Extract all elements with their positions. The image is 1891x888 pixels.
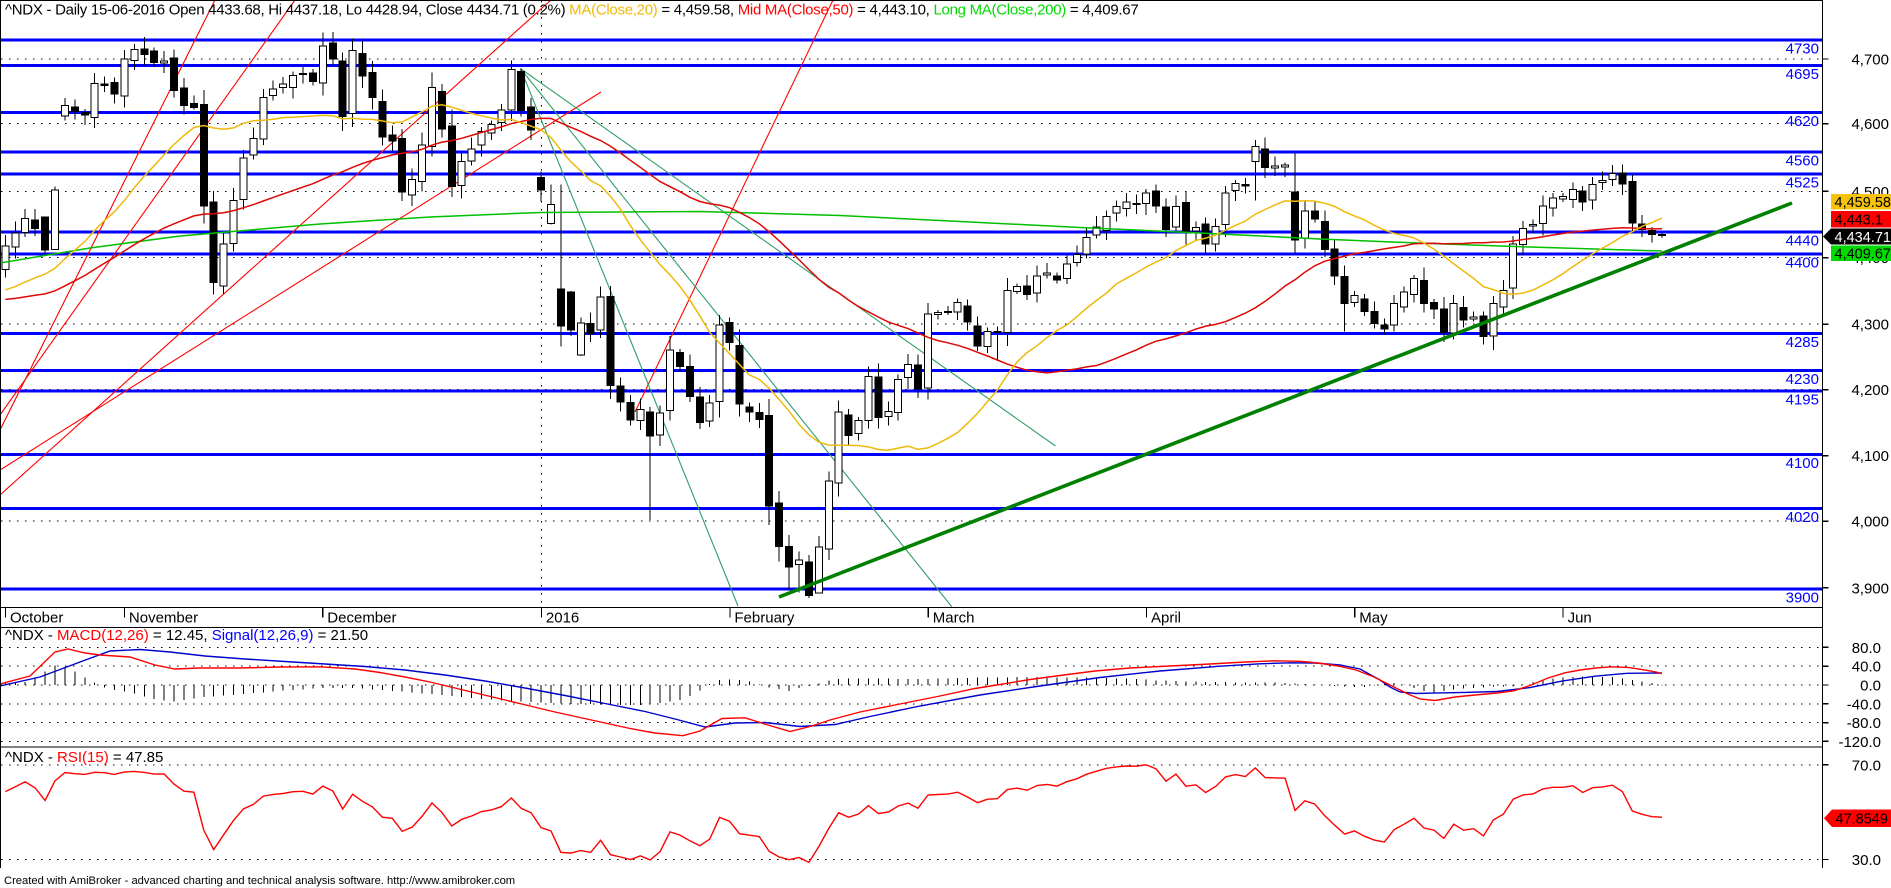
svg-text:-40.0: -40.0	[1847, 696, 1881, 713]
svg-text:4,443.1: 4,443.1	[1835, 213, 1883, 229]
svg-text:4195: 4195	[1786, 392, 1819, 409]
svg-text:April: April	[1151, 610, 1181, 627]
svg-text:4020: 4020	[1786, 509, 1819, 526]
svg-text:4,000: 4,000	[1851, 514, 1889, 531]
svg-text:December: December	[327, 610, 396, 627]
svg-text:4,100: 4,100	[1851, 448, 1889, 465]
svg-text:3,900: 3,900	[1851, 580, 1889, 597]
svg-text:4440: 4440	[1786, 232, 1819, 249]
svg-text:4,300: 4,300	[1851, 317, 1889, 334]
svg-text:30.0: 30.0	[1852, 852, 1881, 869]
svg-text:^NDX - RSI(15) = 47.85: ^NDX - RSI(15) = 47.85	[5, 749, 163, 766]
svg-text:4525: 4525	[1786, 174, 1819, 191]
svg-text:4695: 4695	[1786, 66, 1819, 83]
svg-text:4400: 4400	[1786, 255, 1819, 272]
svg-text:-120.0: -120.0	[1838, 734, 1881, 751]
svg-text:4285: 4285	[1786, 334, 1819, 351]
svg-text:70.0: 70.0	[1852, 757, 1881, 774]
svg-text:February: February	[734, 610, 795, 627]
svg-text:4730: 4730	[1786, 41, 1819, 58]
svg-text:4100: 4100	[1786, 455, 1819, 472]
svg-text:March: March	[933, 610, 975, 627]
svg-text:0.0: 0.0	[1860, 678, 1881, 695]
svg-text:Created with AmiBroker - advan: Created with AmiBroker - advanced charti…	[4, 875, 515, 887]
svg-text:4620: 4620	[1786, 113, 1819, 130]
svg-text:4,700: 4,700	[1851, 52, 1889, 69]
svg-text:4230: 4230	[1786, 371, 1819, 388]
svg-text:October: October	[10, 610, 63, 627]
svg-text:May: May	[1359, 610, 1388, 627]
svg-text:-80.0: -80.0	[1847, 715, 1881, 732]
svg-text:2016: 2016	[546, 610, 579, 627]
svg-text:47.8549: 47.8549	[1836, 812, 1888, 828]
svg-text:November: November	[129, 610, 198, 627]
svg-text:4,600: 4,600	[1851, 116, 1889, 133]
svg-text:4560: 4560	[1786, 153, 1819, 170]
svg-text:4,200: 4,200	[1851, 382, 1889, 399]
svg-text:40.0: 40.0	[1852, 659, 1881, 676]
svg-text:^NDX - Daily 15-06-2016 Open 4: ^NDX - Daily 15-06-2016 Open 4433.68, Hi…	[5, 2, 1138, 19]
svg-text:Jun: Jun	[1568, 610, 1592, 627]
svg-text:4,434.71: 4,434.71	[1835, 230, 1891, 246]
svg-text:3900: 3900	[1786, 589, 1819, 606]
svg-text:80.0: 80.0	[1852, 640, 1881, 657]
svg-text:4,459.58: 4,459.58	[1835, 195, 1891, 211]
svg-text:4,409.67: 4,409.67	[1835, 247, 1891, 263]
svg-text:^NDX - MACD(12,26) = 12.45, Si: ^NDX - MACD(12,26) = 12.45, Signal(12,26…	[5, 627, 368, 644]
